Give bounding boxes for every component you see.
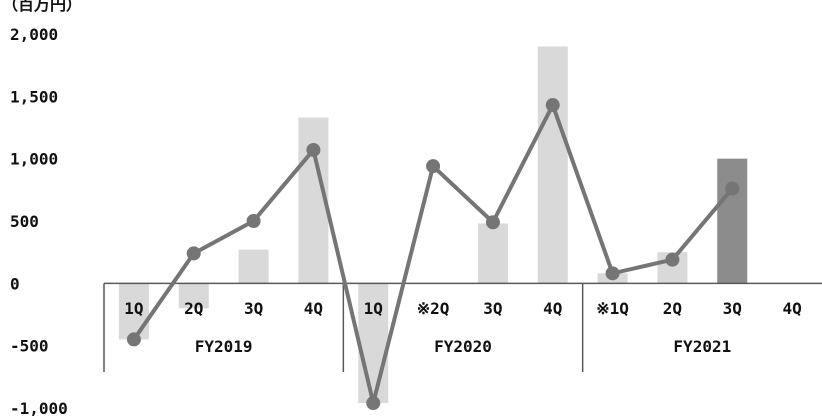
x-tick-label: 1Q bbox=[364, 299, 383, 318]
x-tick-label: ※2Q bbox=[417, 299, 450, 318]
x-tick-label: 1Q bbox=[124, 299, 143, 318]
x-tick-label: 2Q bbox=[663, 299, 682, 318]
series-point bbox=[665, 252, 680, 267]
unit-label: （百万円） bbox=[2, 0, 82, 14]
y-tick-label: 1,000 bbox=[10, 150, 58, 169]
x-tick-label: 4Q bbox=[782, 299, 801, 318]
y-tick-label: 0 bbox=[10, 274, 20, 293]
line-series bbox=[126, 98, 740, 411]
series-point bbox=[126, 332, 141, 347]
group-label: FY2021 bbox=[673, 337, 731, 356]
bar bbox=[537, 46, 568, 284]
series-point bbox=[186, 246, 201, 261]
series-point bbox=[725, 181, 740, 196]
series-point bbox=[485, 215, 500, 230]
series-point bbox=[366, 396, 381, 411]
bar bbox=[238, 249, 269, 284]
series-line bbox=[132, 103, 734, 406]
series-point bbox=[426, 159, 441, 174]
x-tick-label: 3Q bbox=[244, 299, 263, 318]
x-tick-label: 3Q bbox=[723, 299, 742, 318]
y-tick-label: 2,000 bbox=[10, 25, 58, 44]
y-tick-label: -1,000 bbox=[10, 399, 68, 418]
x-tick-label: 4Q bbox=[304, 299, 323, 318]
y-tick-label: 1,500 bbox=[10, 87, 58, 106]
group-label: FY2019 bbox=[195, 337, 253, 356]
bar bbox=[118, 283, 149, 340]
group-label: FY2020 bbox=[434, 337, 492, 356]
bar bbox=[477, 223, 508, 284]
x-tick-label: ※1Q bbox=[596, 299, 629, 318]
series-point bbox=[306, 142, 321, 157]
x-tick-label: 3Q bbox=[483, 299, 502, 318]
y-tick-label: 500 bbox=[10, 212, 39, 231]
series-point bbox=[545, 98, 560, 113]
series-point bbox=[246, 214, 261, 228]
bar bbox=[178, 283, 209, 309]
bar bbox=[717, 158, 748, 284]
x-tick-label: 4Q bbox=[543, 299, 562, 318]
series-point bbox=[605, 266, 620, 281]
y-tick-label: -500 bbox=[10, 337, 49, 356]
axis-labels: （百万円） 2,000 1,500 1,000 500 0 -500 -1,000 FY2019… bbox=[2, 0, 802, 418]
x-tick-label: 2Q bbox=[184, 299, 203, 318]
axes bbox=[103, 282, 822, 372]
bar bbox=[358, 283, 389, 404]
